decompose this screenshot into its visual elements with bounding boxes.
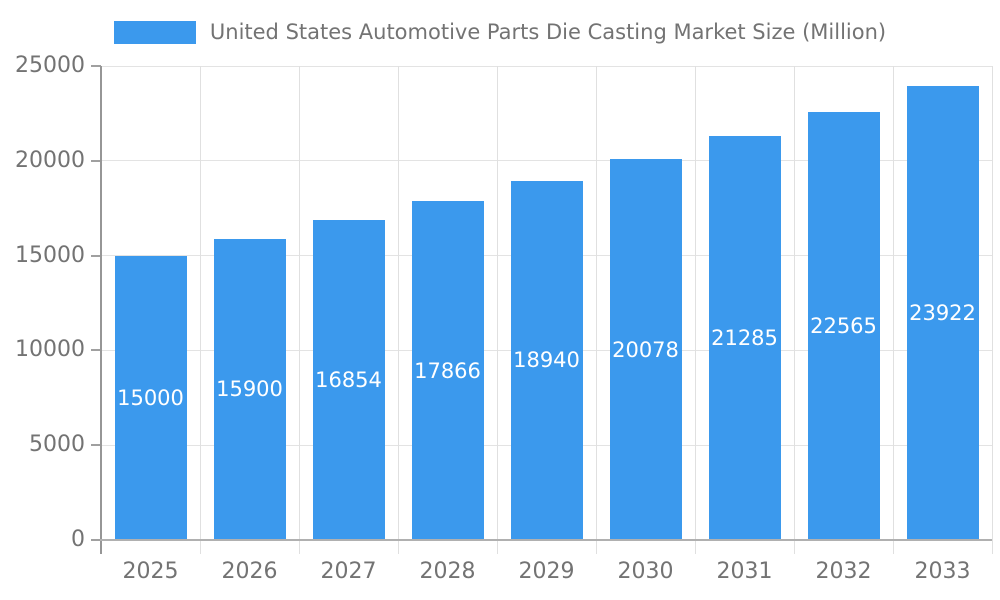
legend-swatch[interactable]	[113, 20, 196, 44]
x-axis-tick-label: 2029	[518, 559, 575, 584]
bar[interactable]	[906, 86, 979, 540]
y-axis-tick-label: 15000	[15, 242, 85, 268]
x-axis-tick-label: 2031	[716, 559, 773, 584]
chart-legend: United States Automotive Parts Die Casti…	[0, 18, 1000, 46]
y-axis-tick	[91, 65, 101, 67]
gridline-vertical	[892, 66, 894, 554]
gridline-vertical	[298, 66, 300, 554]
x-axis-tick-label: 2025	[122, 559, 179, 584]
x-axis-tick-label: 2028	[419, 559, 476, 584]
gridline-vertical	[793, 66, 795, 554]
gridline-vertical	[595, 66, 597, 554]
bar[interactable]	[510, 180, 583, 540]
gridline-vertical	[991, 66, 993, 554]
bar[interactable]	[114, 255, 187, 540]
y-axis-tick	[91, 254, 101, 257]
x-axis-line	[99, 539, 992, 541]
y-axis-tick-label: 5000	[29, 432, 85, 458]
legend-label[interactable]: United States Automotive Parts Die Casti…	[209, 20, 887, 44]
bar-value-label: 15900	[216, 377, 283, 402]
gridline-vertical	[397, 66, 399, 554]
bar-value-label: 20078	[612, 337, 679, 362]
bar[interactable]	[609, 159, 682, 540]
y-axis-tick	[91, 444, 101, 447]
y-axis-tick-label: 20000	[15, 147, 85, 173]
gridline-vertical	[199, 66, 201, 554]
x-axis-tick-label: 2033	[914, 559, 971, 584]
bar[interactable]	[312, 220, 385, 540]
bar-value-label: 23922	[909, 301, 976, 326]
bar-value-label: 16854	[315, 368, 382, 393]
bar-value-label: 21285	[711, 326, 778, 351]
bar[interactable]	[708, 136, 781, 540]
gridline-horizontal	[101, 65, 992, 67]
x-axis-tick-label: 2030	[617, 559, 674, 584]
y-axis-tick	[91, 159, 101, 162]
y-axis-line	[99, 66, 102, 554]
x-axis-tick-label: 2026	[221, 559, 278, 584]
bar-value-label: 22565	[810, 314, 877, 339]
x-axis-tick-label: 2027	[320, 559, 377, 584]
gridline-vertical	[694, 66, 696, 554]
y-axis-tick-label: 10000	[15, 337, 85, 363]
bar-value-label: 17866	[414, 358, 481, 383]
y-axis-tick-label: 25000	[15, 53, 85, 78]
y-axis-tick-label: 0	[71, 527, 85, 552]
y-axis-tick	[91, 539, 101, 541]
y-axis-tick	[91, 349, 101, 352]
bar[interactable]	[213, 238, 286, 540]
x-axis-tick-label: 2032	[815, 559, 872, 584]
bar-value-label: 15000	[117, 385, 184, 410]
bar[interactable]	[807, 112, 880, 540]
gridline-vertical	[496, 66, 498, 554]
gridline-horizontal	[101, 160, 992, 162]
bar[interactable]	[411, 201, 484, 540]
bar-value-label: 18940	[513, 348, 580, 373]
